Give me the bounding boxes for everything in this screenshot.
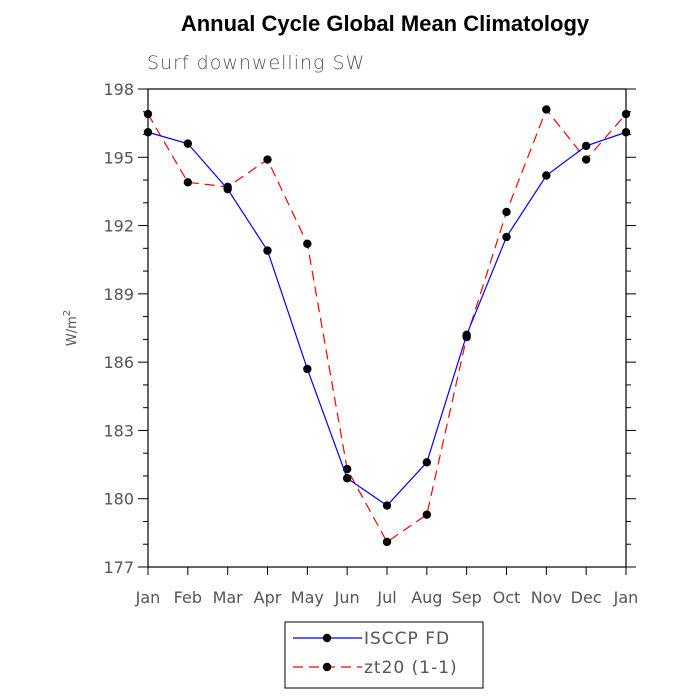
y-tick-label: 183 (103, 421, 134, 440)
data-point-isccp-fd (303, 364, 312, 374)
data-point-zt20-1-1 (621, 109, 631, 119)
data-point-zt20-1-1 (422, 510, 432, 519)
data-point-isccp-fd (462, 330, 471, 340)
chart-subtitle: Surf downwelling SW (147, 52, 365, 74)
x-axis: Jan Feb Mar Apr May Jun Jul Aug Sep Oct Nov Dec Jan (135, 567, 639, 607)
data-point-zt20-1-1 (303, 239, 312, 248)
data-point-zt20-1-1 (502, 207, 511, 217)
y-tick-label: 180 (103, 490, 134, 509)
legend-marker-zt20-1-1 (322, 662, 332, 672)
chart-title: Annual Cycle Global Mean Climatology (181, 11, 590, 36)
x-tick-label: Oct (493, 588, 521, 607)
series-line-zt20-1-1 (147, 108, 627, 543)
series-layer (143, 105, 631, 547)
x-tick-label: May (291, 588, 324, 607)
legend-label-zt20-1-1: zt20 (1-1) (364, 658, 458, 678)
data-point-isccp-fd (263, 246, 272, 255)
x-tick-label: Sep (452, 588, 482, 607)
y-axis-label-text: W/m (65, 316, 80, 346)
y-tick-label: 198 (103, 80, 134, 99)
data-point-isccp-fd (342, 474, 352, 483)
legend-box (284, 621, 484, 689)
data-point-zt20-1-1 (143, 109, 153, 119)
x-tick-label: Jan (135, 588, 161, 607)
data-point-isccp-fd (223, 184, 232, 194)
x-tick-label: Dec (571, 588, 602, 607)
data-point-zt20-1-1 (581, 155, 591, 164)
data-point-zt20-1-1 (542, 105, 551, 114)
data-point-isccp-fd (382, 501, 392, 510)
data-point-zt20-1-1 (183, 178, 193, 187)
data-point-zt20-1-1 (382, 537, 392, 547)
plot-frame (147, 88, 627, 568)
y-tick-label: 189 (103, 285, 134, 304)
legend-label-isccp-fd: ISCCP FD (364, 629, 450, 649)
y-tick-label: 186 (103, 353, 134, 372)
data-point-isccp-fd (502, 232, 511, 242)
x-tick-label: Jun (334, 588, 360, 607)
y-axis-label: W/m2 (62, 310, 80, 346)
x-tick-label: Mar (213, 588, 244, 607)
x-tick-label: Jul (376, 588, 396, 607)
x-tick-label: Feb (174, 588, 202, 607)
legend-marker-isccp-fd (322, 633, 332, 643)
data-point-isccp-fd (542, 171, 551, 180)
x-tick-label: Apr (254, 588, 282, 607)
x-tick-label: Nov (531, 588, 562, 607)
x-tick-label: Aug (411, 588, 442, 607)
data-point-isccp-fd (621, 128, 631, 137)
y-tick-label: 177 (103, 558, 134, 577)
data-point-isccp-fd (422, 458, 432, 467)
data-point-isccp-fd (581, 141, 591, 151)
series-line-isccp-fd (147, 131, 627, 507)
data-point-isccp-fd (143, 128, 153, 137)
y-tick-label: 195 (103, 148, 134, 167)
legend: ISCCP FD zt20 (1-1) (284, 621, 484, 689)
y-tick-label: 192 (103, 217, 134, 236)
data-point-zt20-1-1 (263, 155, 272, 164)
y-axis: 177 180 183 186 189 192 195 198 (103, 80, 636, 577)
data-point-isccp-fd (183, 139, 193, 148)
x-tick-label: Jan (613, 588, 639, 607)
y-axis-label-superscript: 2 (62, 310, 73, 316)
